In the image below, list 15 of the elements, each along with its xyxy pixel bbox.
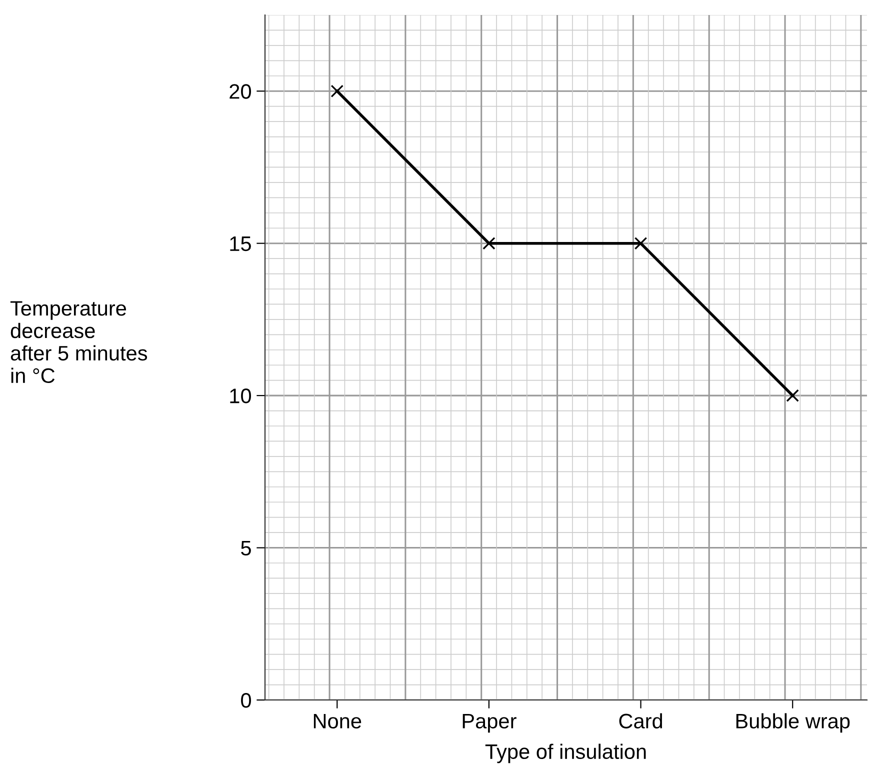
point: [634, 236, 648, 250]
x-tick-label: Paper: [462, 714, 516, 733]
y-tick-label: 10: [230, 388, 251, 404]
point: [482, 236, 496, 250]
x-tick-label: None: [314, 714, 362, 728]
y-tick-label: 20: [230, 84, 251, 99]
y-axis-title: Temperature decrease after 5 minutes in °C: [10, 301, 148, 384]
x-tick-label: Card: [619, 713, 662, 728]
y-tick-label: 5: [241, 540, 251, 556]
x-tick-label: Bubble wrap: [736, 713, 850, 733]
y-tick-label: 15: [230, 236, 251, 252]
y-tick-label: 0: [241, 693, 251, 708]
x-axis-title: Type of insulation: [485, 744, 646, 764]
point: [786, 389, 799, 402]
point: [330, 84, 344, 98]
